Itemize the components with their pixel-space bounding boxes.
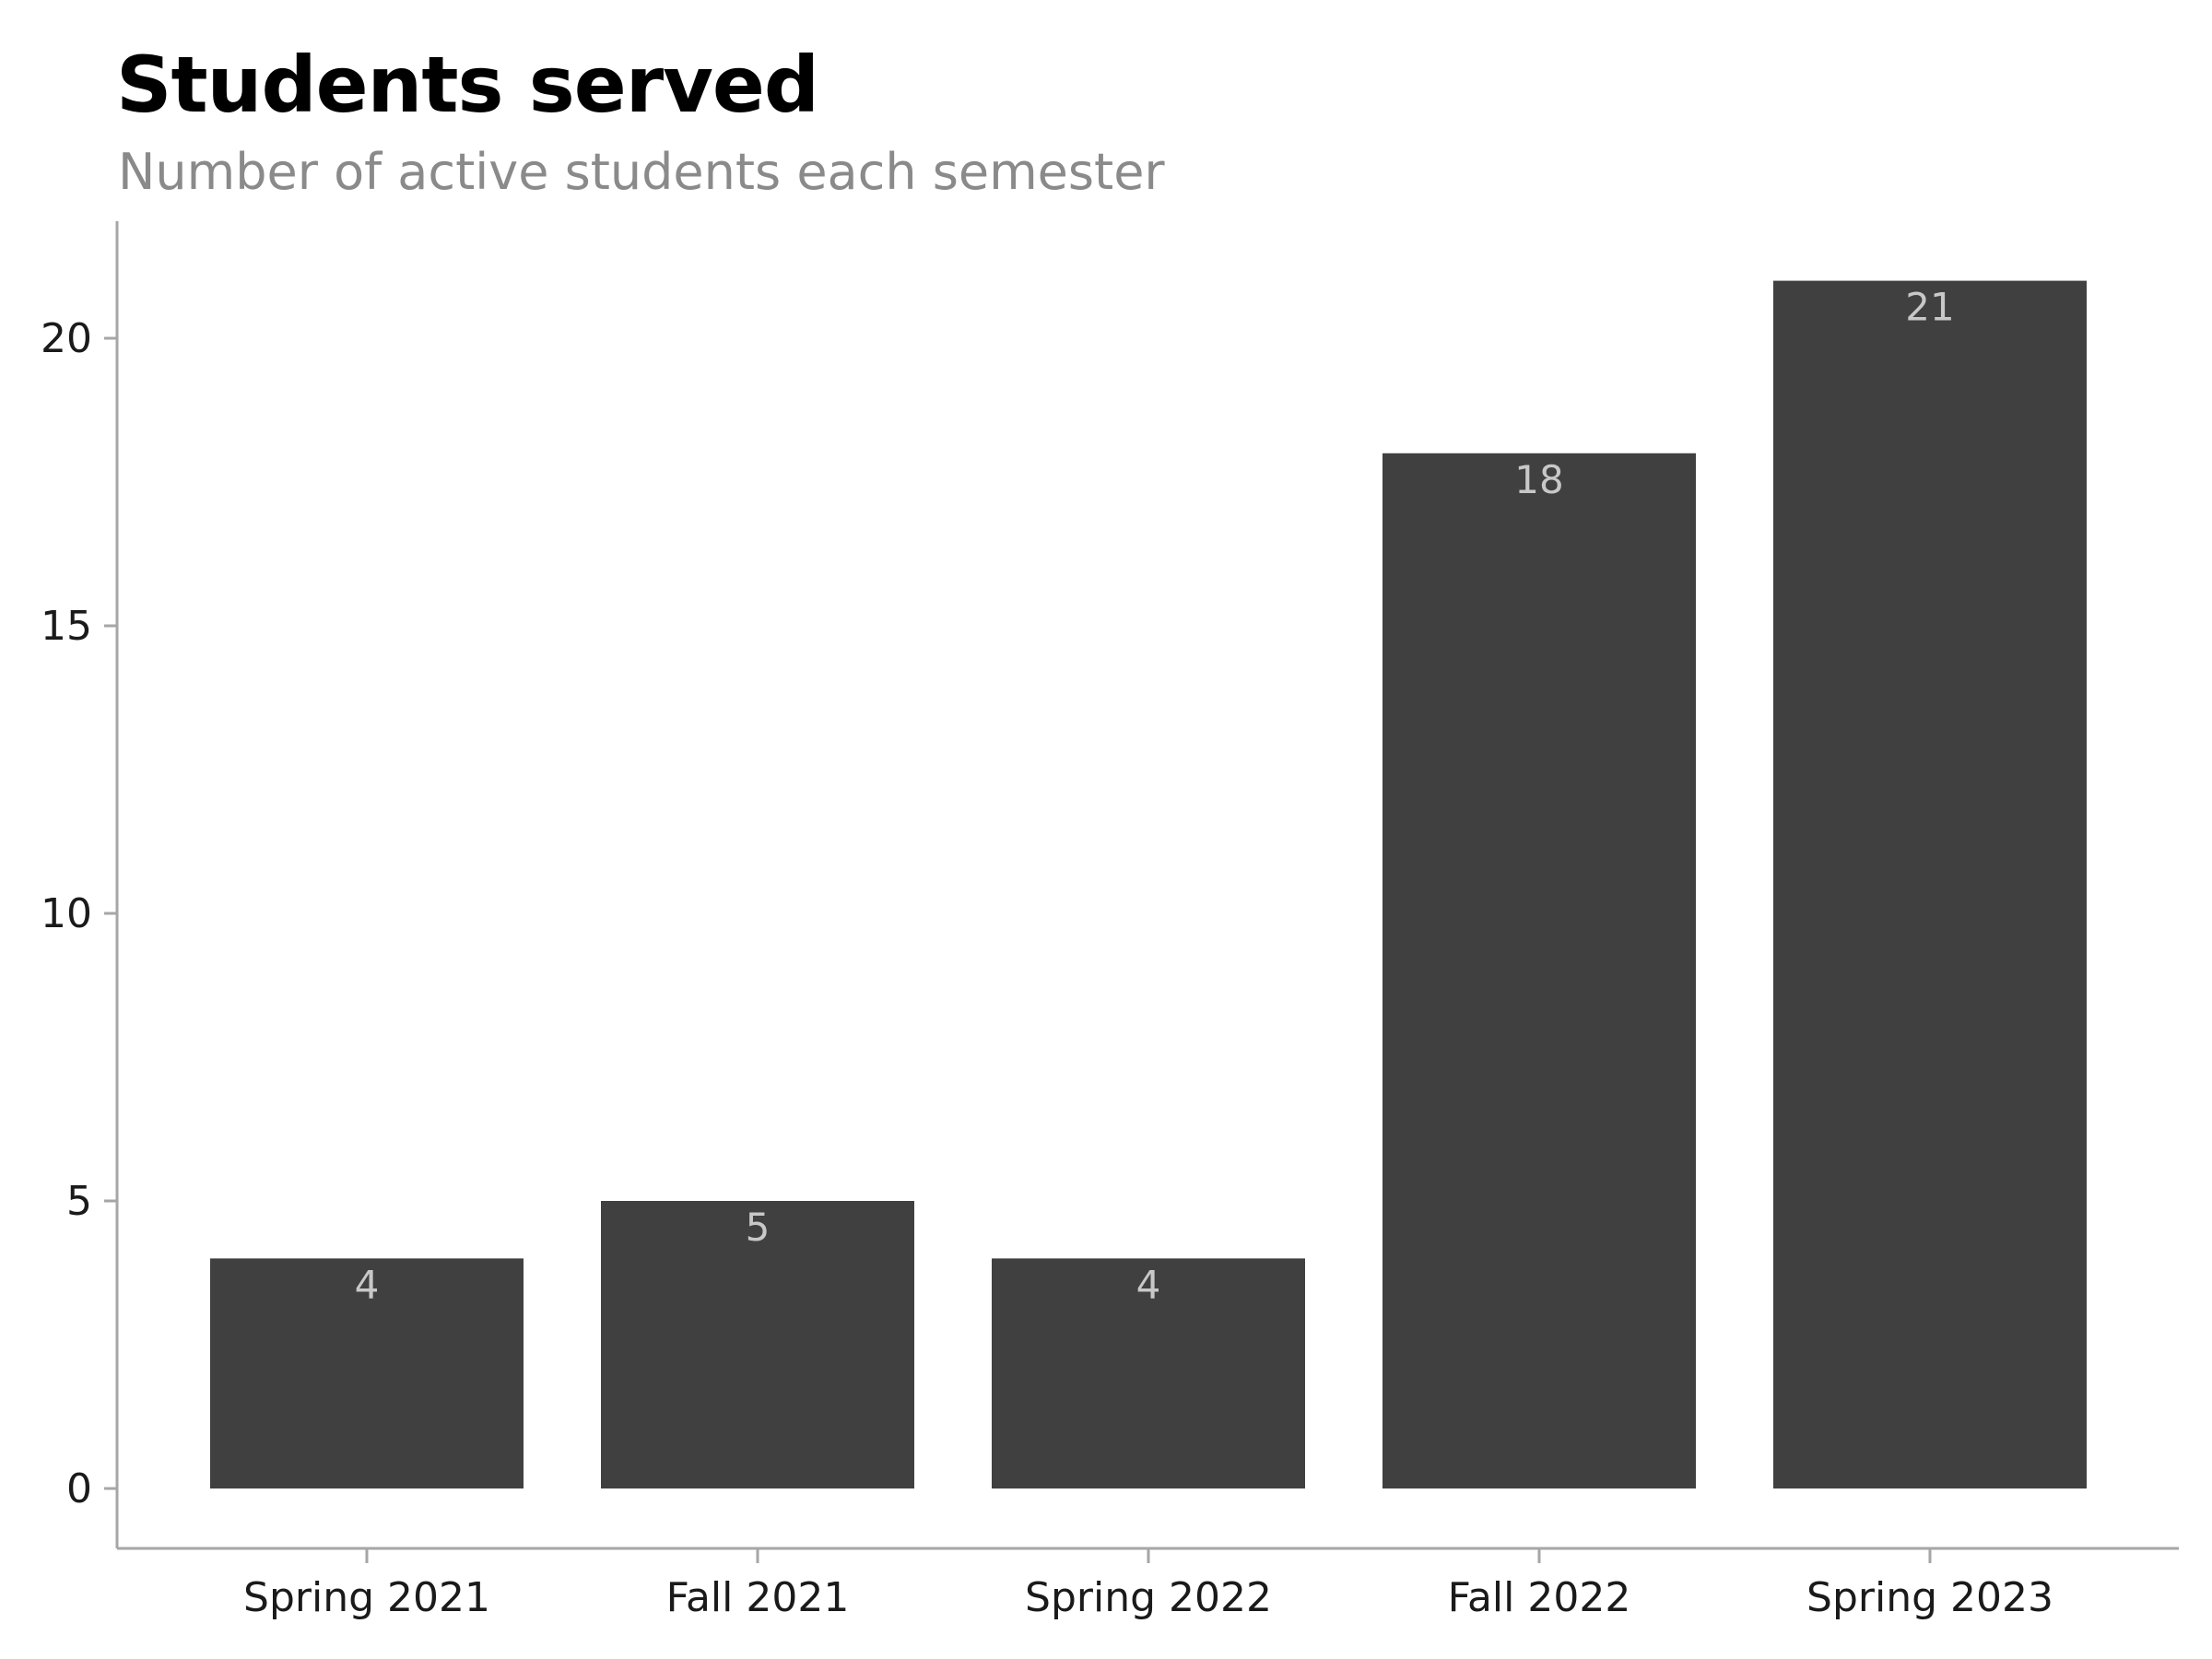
x-ticks: Spring 2021 Fall 2021 Spring 2022 Fall 2022… <box>243 1548 2053 1621</box>
x-tick-label: Spring 2021 <box>243 1574 490 1621</box>
data-label: 4 <box>355 1262 380 1307</box>
x-tick-label: Fall 2021 <box>666 1574 850 1621</box>
data-label: 4 <box>1136 1262 1161 1307</box>
bar-spring-2022 <box>992 1258 1305 1488</box>
chart-subtitle: Number of active students each semester <box>118 143 1165 201</box>
y-ticks: 0 5 10 15 20 <box>41 315 117 1512</box>
chart-title: Students served <box>116 40 819 130</box>
data-label: 21 <box>1905 285 1954 330</box>
bars-layer <box>210 280 2087 1489</box>
x-tick-label: Fall 2022 <box>1448 1574 1631 1621</box>
y-tick-label: 10 <box>41 890 92 937</box>
y-tick-label: 5 <box>66 1178 92 1225</box>
data-labels: 4 5 4 18 21 <box>355 285 1955 1308</box>
bar-spring-2023 <box>1773 280 2087 1489</box>
y-tick-label: 15 <box>41 603 92 650</box>
bar-fall-2021 <box>601 1201 914 1488</box>
x-tick-label: Spring 2023 <box>1806 1574 2053 1621</box>
bar-spring-2021 <box>210 1258 524 1488</box>
data-label: 18 <box>1514 457 1563 502</box>
y-tick-label: 20 <box>41 315 92 362</box>
data-label: 5 <box>746 1205 771 1250</box>
bar-fall-2022 <box>1382 453 1696 1488</box>
y-tick-label: 0 <box>66 1465 92 1512</box>
x-tick-label: Spring 2022 <box>1025 1574 1272 1621</box>
